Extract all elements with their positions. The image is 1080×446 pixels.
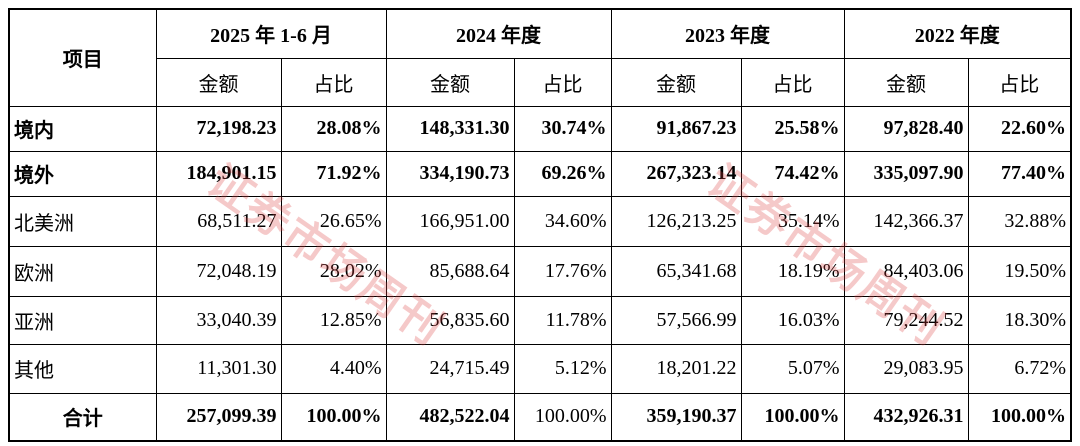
cell: 25.58% <box>740 105 845 152</box>
cell: 72,048.19 <box>155 245 282 297</box>
cell: 28.02% <box>280 245 387 297</box>
cell: 77.40% <box>967 150 1072 197</box>
cell: 72,198.23 <box>155 105 282 152</box>
cell: 184,901.15 <box>155 150 282 197</box>
cell: 30.74% <box>513 105 612 152</box>
cell: 85,688.64 <box>385 245 515 297</box>
cell: 56,835.60 <box>385 295 515 345</box>
period-header: 2025 年 1-6 月 <box>155 8 387 59</box>
column-header: 金额 <box>610 57 742 107</box>
row-label: 境内 <box>8 105 157 152</box>
cell: 57,566.99 <box>610 295 742 345</box>
cell: 84,403.06 <box>843 245 969 297</box>
cell: 18.30% <box>967 295 1072 345</box>
table: 项目 2025 年 1-6 月 2024 年度 2023 年度 2022 年度 金额 占比金… <box>8 8 1072 442</box>
row-label: 境外 <box>8 150 157 197</box>
cell: 18.19% <box>740 245 845 297</box>
cell: 71.92% <box>280 150 387 197</box>
cell: 142,366.37 <box>843 195 969 247</box>
cell: 100.00% <box>280 392 387 442</box>
cell: 257,099.39 <box>155 392 282 442</box>
period-header: 2024 年度 <box>385 8 612 59</box>
cell: 74.42% <box>740 150 845 197</box>
cell: 432,926.31 <box>843 392 969 442</box>
header-cell: 项目 <box>8 8 157 107</box>
cell: 69.26% <box>513 150 612 197</box>
cell: 16.03% <box>740 295 845 345</box>
row-label: 合计 <box>8 392 157 442</box>
period-header: 2022 年度 <box>843 8 1072 59</box>
cell: 4.40% <box>280 343 387 394</box>
row-label: 欧洲 <box>8 245 157 297</box>
cell: 91,867.23 <box>610 105 742 152</box>
cell: 5.12% <box>513 343 612 394</box>
cell: 34.60% <box>513 195 612 247</box>
cell: 334,190.73 <box>385 150 515 197</box>
cell: 79,244.52 <box>843 295 969 345</box>
data-row: 境外 184,901.15 71.92% 334,190.73 69.26% 267,32… <box>8 150 1072 197</box>
cell: 12.85% <box>280 295 387 345</box>
cell: 33,040.39 <box>155 295 282 345</box>
row-label: 其他 <box>8 343 157 394</box>
cell: 18,201.22 <box>610 343 742 394</box>
data-row: 亚洲 33,040.39 12.85% 56,835.60 11.78% 57,566.9… <box>8 295 1072 345</box>
column-header: 金额 <box>155 57 282 107</box>
cell: 166,951.00 <box>385 195 515 247</box>
cell: 28.08% <box>280 105 387 152</box>
cell: 100.00% <box>967 392 1072 442</box>
subheader-row: 金额 占比 金额 占比 金额 占比 金额 占比 <box>9 57 1072 107</box>
cell: 26.65% <box>280 195 387 247</box>
column-header: 金额 <box>843 57 969 107</box>
column-header: 占比 <box>513 57 612 107</box>
column-header: 金额 <box>385 57 515 107</box>
row-label: 亚洲 <box>8 295 157 345</box>
header-row: 项目 2025 年 1-6 月 2024 年度 2023 年度 2022 年度 <box>8 8 1072 107</box>
cell: 35.14% <box>740 195 845 247</box>
cell: 17.76% <box>513 245 612 297</box>
cell: 22.60% <box>967 105 1072 152</box>
data-row: 境内 72,198.23 28.08% 148,331.30 30.74% 91,867.… <box>8 105 1072 152</box>
cell: 24,715.49 <box>385 343 515 394</box>
data-row: 合计 257,099.39 100.00% 482,522.04 100.00% 359,… <box>8 392 1072 442</box>
cell: 29,083.95 <box>843 343 969 394</box>
data-row: 欧洲 72,048.19 28.02% 85,688.64 17.76% 65,341.6… <box>8 245 1072 297</box>
cell: 11.78% <box>513 295 612 345</box>
cell: 97,828.40 <box>843 105 969 152</box>
cell: 335,097.90 <box>843 150 969 197</box>
cell: 11,301.30 <box>155 343 282 394</box>
cell: 65,341.68 <box>610 245 742 297</box>
cell: 19.50% <box>967 245 1072 297</box>
cell: 267,323.14 <box>610 150 742 197</box>
cell: 126,213.25 <box>610 195 742 247</box>
cell: 68,511.27 <box>155 195 282 247</box>
column-header: 占比 <box>740 57 845 107</box>
cell: 148,331.30 <box>385 105 515 152</box>
row-label: 北美洲 <box>8 195 157 247</box>
column-header: 占比 <box>280 57 387 107</box>
cell: 359,190.37 <box>610 392 742 442</box>
column-header: 占比 <box>967 57 1072 107</box>
period-header: 2023 年度 <box>610 8 845 59</box>
cell: 6.72% <box>967 343 1072 394</box>
cell: 482,522.04 <box>385 392 515 442</box>
cell: 5.07% <box>740 343 845 394</box>
cell: 100.00% <box>513 392 612 442</box>
cell: 100.00% <box>740 392 845 442</box>
data-row: 其他 11,301.30 4.40% 24,715.49 5.12% 18,201.22 5… <box>8 343 1072 394</box>
data-row: 北美洲 68,511.27 26.65% 166,951.00 34.60% 126,21… <box>8 195 1072 247</box>
cell: 32.88% <box>967 195 1072 247</box>
